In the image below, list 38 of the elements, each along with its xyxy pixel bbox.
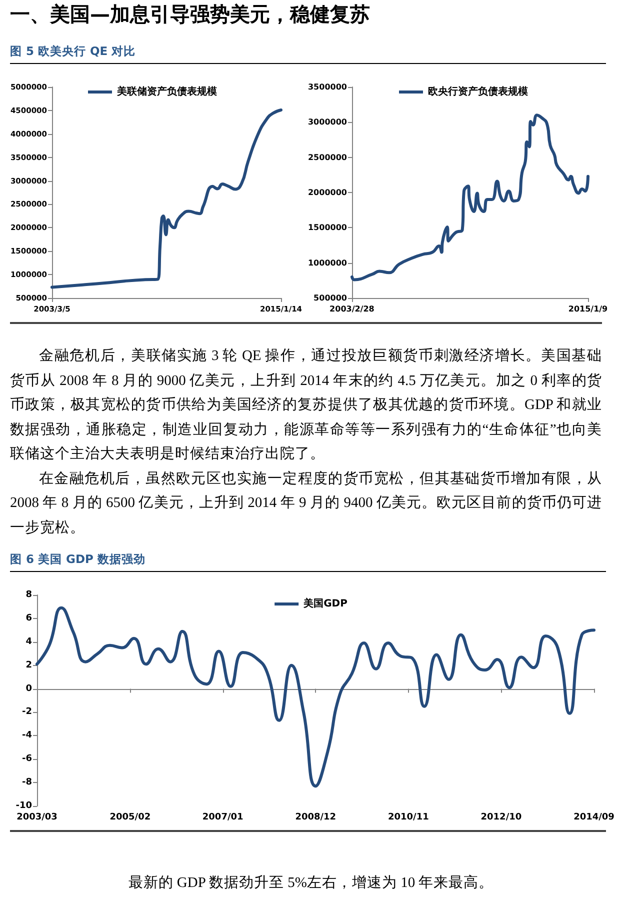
- line-series: [350, 114, 590, 282]
- x-tick-label: 2012/10: [480, 812, 522, 822]
- y-tick-label: 2000000: [308, 188, 348, 197]
- y-tick-label: 6: [26, 613, 32, 624]
- y-tick-label: 500000: [314, 294, 348, 302]
- y-tick-label: -10: [16, 801, 32, 811]
- text: 一、美国—加息引导强势美元，稳健复苏: [10, 1, 371, 27]
- text: 在金融危机后，虽然欧元区也实施一定程度的货币宽松，但其基础货币增加有限，从 2008 年 8 月的 6500 亿美元，上升到 2014 年 9 月的 9400 亿美元。欧元区目前的货币仍可进一步宽松。: [10, 470, 602, 538]
- y-tick-label: -8: [22, 778, 32, 788]
- text: 金融危机后，美联储实施 3 轮 QE 操作，通过投放巨额货币刺激经济增长。美国基础货币从 2008 年 8 月的 9000 亿美元，上升到 2014 年末的约 4.5 万亿美元。加之 0 利率的货币政策，极其宽松的货币供给为美国经济的复苏提供了极其优越的货币环境。GDP 和就业数据强劲，通胀稳定，制造业回复动力，能源革命等等一系列强有力的“生命体征”也向美联储这个主治大夫表明是时候结束治疗出院了。: [10, 346, 602, 464]
- line-series: [36, 606, 596, 788]
- y-tick-label: -4: [22, 730, 32, 741]
- x-tick-label: 2014/09: [574, 812, 614, 822]
- y-tick-label: 2500000: [308, 152, 348, 162]
- x-tick-label: 2003/2/28: [330, 304, 375, 314]
- text: 最新的 GDP 数据劲升至 5%左右，增速为 10 年来最高。: [127, 874, 495, 893]
- x-tick-label: 2015/1/9: [568, 304, 608, 314]
- x-tick-label: 2003/03: [16, 812, 58, 822]
- y-tick-label: 3000000: [308, 118, 348, 127]
- legend-label: 美联储资产负债表规模: [116, 86, 218, 98]
- chart-title: 图 5 欧美央行 QE 对比: [10, 44, 136, 58]
- y-tick-label: 1500000: [308, 223, 348, 232]
- y-tick-label: 3500000: [308, 82, 348, 92]
- x-tick-label: 2008/12: [295, 812, 336, 822]
- chart-title: 图 6 美国 GDP 数据强劲: [10, 552, 146, 566]
- x-tick-label: 2010/11: [388, 812, 429, 822]
- line-series: [50, 108, 282, 289]
- y-tick-label: 1000000: [308, 258, 348, 268]
- y-tick-label: -2: [22, 707, 32, 718]
- legend-label: 美国GDP: [302, 598, 348, 610]
- legend-label: 欧央行资产负债表规模: [428, 86, 529, 98]
- x-tick-label: 2005/02: [110, 812, 151, 822]
- y-tick-label: 8: [26, 590, 32, 600]
- y-tick-label: -6: [22, 754, 32, 764]
- y-tick-label: 2: [26, 660, 32, 670]
- y-tick-label: 4: [26, 636, 32, 647]
- x-tick-label: 2007/01: [202, 812, 244, 822]
- y-tick-label: 0: [26, 684, 32, 694]
